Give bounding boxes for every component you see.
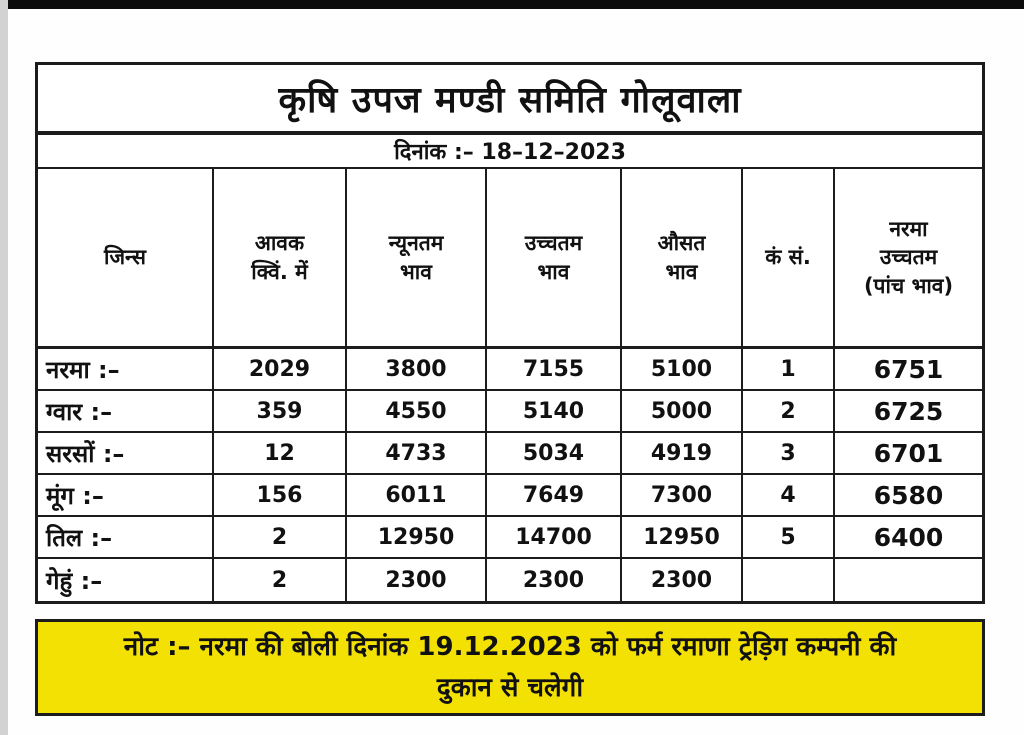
rate-table: कृषि उपज मण्डी समिति गोलूवाला दिनांक :– … — [35, 62, 985, 604]
cell-commodity: नरमा :– — [38, 349, 214, 389]
col-header-narma-top-five: नरमा उच्चतम (पांच भाव) — [863, 216, 954, 298]
cell-narma-top: 6400 — [873, 522, 944, 552]
cell-arrival: 156 — [214, 475, 347, 515]
cell-avg-price: 12950 — [622, 517, 743, 557]
cell-narma-top: 6725 — [873, 396, 944, 426]
cell-serial-no: 2 — [743, 391, 835, 431]
cell-min-price: 6011 — [347, 475, 487, 515]
cell-avg-price: 7300 — [622, 475, 743, 515]
cell-min-price: 4550 — [347, 391, 487, 431]
table-row-til: तिल :– 2 12950 14700 12950 5 6400 — [38, 517, 982, 559]
cell-arrival: 2 — [214, 559, 347, 601]
cell-narma-top — [835, 559, 982, 601]
col-header-serial-no: कं सं. — [743, 169, 835, 346]
cell-serial-no: 1 — [743, 349, 835, 389]
table-header-row: जिन्स आवक क्विं. में न्यूनतम भाव उच्चतम … — [38, 169, 982, 349]
col-header-min-price: न्यूनतम भाव — [347, 169, 487, 346]
cell-avg-price: 2300 — [622, 559, 743, 601]
cell-serial-no: 5 — [743, 517, 835, 557]
cell-min-price: 4733 — [347, 433, 487, 473]
col-header-avg-price: औसत भाव — [622, 169, 743, 346]
cell-min-price: 3800 — [347, 349, 487, 389]
table-row-narma: नरमा :– 2029 3800 7155 5100 1 6751 — [38, 349, 982, 391]
cell-arrival: 12 — [214, 433, 347, 473]
table-row-sarson: सरसों :– 12 4733 5034 4919 3 6701 — [38, 433, 982, 475]
cell-max-price: 7649 — [487, 475, 622, 515]
cell-commodity: मूंग :– — [38, 475, 214, 515]
cell-max-price: 5034 — [487, 433, 622, 473]
table-row-gehu: गेहुं :– 2 2300 2300 2300 — [38, 559, 982, 601]
date-row: दिनांक :– 18–12–2023 — [38, 135, 982, 169]
cell-commodity: सरसों :– — [38, 433, 214, 473]
cell-serial-no: 4 — [743, 475, 835, 515]
cell-arrival: 2029 — [214, 349, 347, 389]
cell-commodity: तिल :– — [38, 517, 214, 557]
cell-max-price: 2300 — [487, 559, 622, 601]
note-box: नोट :– नरमा की बोली दिनांक 19.12.2023 को… — [35, 619, 985, 716]
cell-serial-no — [743, 559, 835, 601]
cell-commodity: गेहुं :– — [38, 559, 214, 601]
double-rule-divider — [38, 131, 982, 135]
cell-serial-no: 3 — [743, 433, 835, 473]
cell-min-price: 12950 — [347, 517, 487, 557]
col-header-max-price: उच्चतम भाव — [487, 169, 622, 346]
cell-avg-price: 5100 — [622, 349, 743, 389]
cell-arrival: 359 — [214, 391, 347, 431]
table-row-moong: मूंग :– 156 6011 7649 7300 4 6580 — [38, 475, 982, 517]
cell-narma-top: 6580 — [873, 480, 944, 510]
cell-max-price: 5140 — [487, 391, 622, 431]
cell-min-price: 2300 — [347, 559, 487, 601]
photo-top-black-bar — [8, 0, 1024, 9]
cell-avg-price: 5000 — [622, 391, 743, 431]
table-row-gwar: ग्वार :– 359 4550 5140 5000 2 6725 — [38, 391, 982, 433]
photo-left-edge-strip — [0, 0, 8, 735]
cell-arrival: 2 — [214, 517, 347, 557]
cell-max-price: 14700 — [487, 517, 622, 557]
cell-narma-top: 6701 — [873, 438, 944, 468]
note-text: नोट :– नरमा की बोली दिनांक 19.12.2023 को… — [123, 632, 897, 703]
market-committee-title: कृषि उपज मण्डी समिति गोलूवाला — [278, 79, 742, 121]
cell-max-price: 7155 — [487, 349, 622, 389]
col-header-arrival-qtl: आवक क्विं. में — [214, 169, 347, 346]
col-header-commodity: जिन्स — [38, 169, 214, 346]
cell-narma-top: 6751 — [873, 354, 944, 384]
cell-avg-price: 4919 — [622, 433, 743, 473]
cell-commodity: ग्वार :– — [38, 391, 214, 431]
